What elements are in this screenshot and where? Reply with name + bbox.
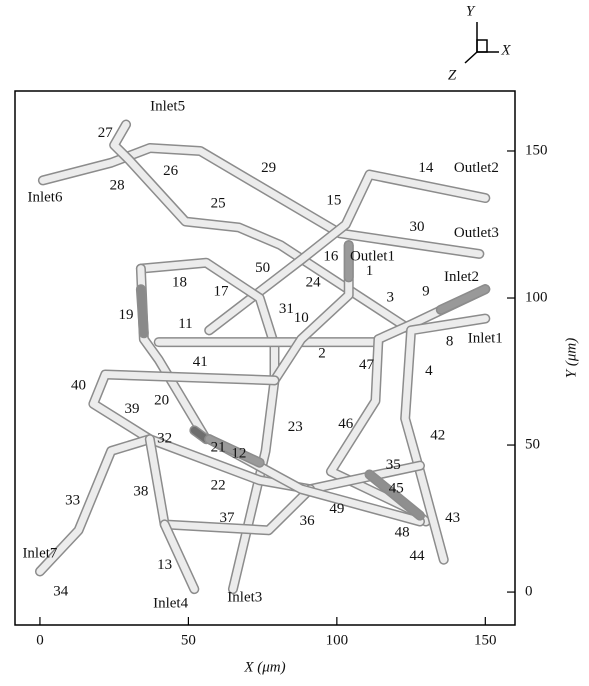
segment-label: 44 — [410, 548, 426, 564]
segment-label: 49 — [329, 501, 344, 517]
segment-label: 17 — [214, 284, 230, 300]
x-tick-label: 100 — [326, 632, 349, 648]
segment-label: 4 — [425, 363, 433, 379]
x-tick-label: 50 — [181, 632, 196, 648]
segment-label: Outlet2 — [454, 160, 499, 176]
tube — [141, 289, 144, 333]
segment-label: 27 — [98, 125, 114, 141]
axis-triad: Y X Z — [448, 3, 512, 83]
segment-label: 46 — [338, 416, 354, 432]
segment-label: 34 — [53, 584, 69, 600]
segment-label: 43 — [445, 510, 460, 526]
segment-label: Outlet3 — [454, 225, 499, 241]
segment-label: Inlet2 — [444, 269, 479, 285]
segment-label: 14 — [418, 160, 434, 176]
triad-box — [477, 40, 487, 52]
segment-label: Inlet7 — [22, 545, 57, 561]
segment-label: 42 — [430, 428, 445, 444]
segment-label: 20 — [154, 392, 169, 408]
segment-label: 47 — [359, 357, 375, 373]
segment-label: 3 — [387, 289, 395, 305]
triad-z-label: Z — [448, 67, 457, 83]
triad-y-label: Y — [466, 3, 476, 19]
x-tick-label: 150 — [474, 632, 497, 648]
segment-label: 22 — [211, 478, 226, 494]
segment-label: Outlet1 — [350, 248, 395, 264]
segment-label: 30 — [410, 219, 425, 235]
chart: Y X Z X (μm) Y (μm) 050100150050100150In… — [0, 0, 589, 686]
y-tick-label: 50 — [525, 436, 540, 452]
segment-label: 37 — [219, 510, 235, 526]
segment-label: 25 — [211, 195, 226, 211]
segment-label: Inlet6 — [27, 189, 62, 205]
segment-label: 38 — [133, 484, 148, 500]
segment-label: 39 — [124, 401, 139, 417]
x-tick-label: 0 — [36, 632, 44, 648]
y-tick-label: 0 — [525, 584, 533, 600]
segment-label: 26 — [163, 163, 179, 179]
tube — [141, 263, 275, 589]
segment-label: 35 — [386, 457, 401, 473]
segment-label: 10 — [294, 310, 309, 326]
segment-label: 33 — [65, 492, 80, 508]
segment-label: 29 — [261, 160, 276, 176]
segment-label: 50 — [255, 260, 270, 276]
triad-x-label: X — [500, 42, 511, 58]
segment-label: 15 — [326, 192, 341, 208]
segment-label: 13 — [157, 557, 172, 573]
segment-label: 19 — [119, 307, 134, 323]
triad-z-axis — [465, 52, 477, 63]
segment-label: 36 — [300, 513, 316, 529]
y-axis-label: Y (μm) — [563, 338, 579, 378]
segment-label: 48 — [395, 525, 410, 541]
segment-label: 23 — [288, 419, 303, 435]
segment-label: Inlet1 — [468, 331, 503, 347]
segment-label: 18 — [172, 275, 187, 291]
segment-label: 16 — [323, 248, 339, 264]
y-tick-label: 100 — [525, 289, 548, 305]
tube-outline — [141, 263, 275, 589]
segment-label: 32 — [157, 431, 172, 447]
segment-label: 2 — [318, 345, 326, 361]
y-tick-label: 150 — [525, 142, 548, 158]
segment-label: 41 — [193, 354, 208, 370]
segment-label: 31 — [279, 301, 294, 317]
segment-label: 28 — [110, 178, 125, 194]
segment-label: 21 — [211, 439, 226, 455]
segment-label: 12 — [231, 445, 246, 461]
segment-label: Inlet5 — [150, 98, 185, 114]
segment-label: 1 — [366, 263, 374, 279]
tube — [441, 289, 486, 310]
segment-label: 11 — [178, 316, 192, 332]
segment-label: Inlet4 — [153, 595, 188, 611]
segment-label: 45 — [389, 481, 404, 497]
segment-label: 24 — [306, 275, 322, 291]
segment-label: Inlet3 — [227, 589, 262, 605]
segment-label: 40 — [71, 378, 86, 394]
x-axis-label: X (μm) — [243, 659, 285, 675]
segment-label: 9 — [422, 284, 430, 300]
segment-label: 8 — [446, 334, 454, 350]
